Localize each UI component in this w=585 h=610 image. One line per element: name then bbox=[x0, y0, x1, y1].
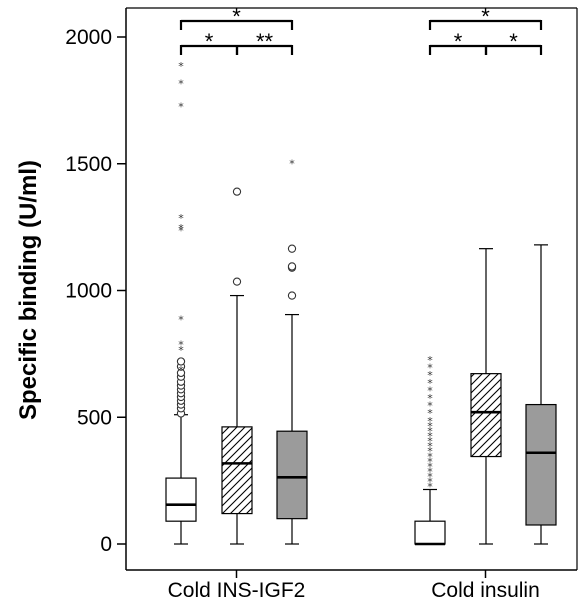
outlier-point bbox=[287, 262, 297, 271]
y-tick-label: 0 bbox=[100, 533, 112, 556]
box-iqr bbox=[165, 477, 197, 522]
extreme-point: * bbox=[427, 471, 433, 484]
y-axis-label: Specific binding (U/ml) bbox=[15, 160, 42, 420]
box-iqr bbox=[525, 403, 557, 526]
box-iqr bbox=[276, 430, 308, 520]
extreme-point: * bbox=[178, 100, 184, 113]
outlier-point bbox=[176, 357, 186, 366]
outlier-point bbox=[232, 187, 242, 196]
x-category-label: Cold insulin bbox=[431, 579, 540, 602]
significance-label: * bbox=[232, 4, 241, 29]
extreme-point: * bbox=[427, 430, 433, 443]
extreme-point: * bbox=[427, 440, 433, 453]
extreme-point: * bbox=[178, 364, 184, 377]
extreme-point: * bbox=[178, 225, 184, 238]
y-tick-label: 2000 bbox=[65, 26, 112, 49]
extreme-point: * bbox=[178, 344, 184, 357]
significance-label: * bbox=[454, 29, 463, 54]
extreme-point: * bbox=[427, 435, 433, 448]
box-iqr bbox=[414, 520, 446, 545]
significance-label: * bbox=[509, 29, 518, 54]
extreme-point: * bbox=[289, 157, 295, 170]
significance-label: * bbox=[481, 4, 490, 29]
y-tick-label: 500 bbox=[77, 406, 112, 429]
extreme-point: * bbox=[427, 481, 433, 494]
extreme-point: * bbox=[178, 222, 184, 235]
extreme-point: * bbox=[427, 354, 433, 367]
outlier-point bbox=[287, 291, 297, 300]
extreme-point: * bbox=[178, 212, 184, 225]
y-tick-label: 1000 bbox=[65, 280, 112, 303]
extreme-point: * bbox=[427, 450, 433, 463]
extreme-point: * bbox=[427, 460, 433, 473]
outlier-point bbox=[232, 277, 242, 286]
extreme-point: * bbox=[427, 392, 433, 405]
significance-label: * bbox=[205, 29, 214, 54]
significance-label: ** bbox=[256, 29, 274, 54]
extreme-point: * bbox=[427, 455, 433, 468]
extreme-point: * bbox=[427, 425, 433, 438]
extreme-point: * bbox=[178, 313, 184, 326]
box-iqr bbox=[470, 373, 502, 458]
y-tick-label: 1500 bbox=[65, 153, 112, 176]
extreme-point: * bbox=[427, 362, 433, 375]
outlier-point bbox=[287, 244, 297, 253]
extreme-point: * bbox=[427, 420, 433, 433]
extreme-point: * bbox=[178, 339, 184, 352]
extreme-point: * bbox=[178, 60, 184, 73]
extreme-point: * bbox=[427, 476, 433, 489]
extreme-point: * bbox=[427, 369, 433, 382]
extreme-point: * bbox=[427, 445, 433, 458]
x-category-label: Cold INS-IGF2 bbox=[168, 579, 306, 602]
box-iqr bbox=[221, 426, 253, 515]
extreme-point: * bbox=[427, 384, 433, 397]
extreme-point: * bbox=[427, 415, 433, 428]
extreme-point: * bbox=[178, 78, 184, 91]
extreme-point: * bbox=[427, 377, 433, 390]
extreme-point: * bbox=[427, 407, 433, 420]
extreme-point: * bbox=[427, 400, 433, 413]
extreme-point: * bbox=[427, 465, 433, 478]
